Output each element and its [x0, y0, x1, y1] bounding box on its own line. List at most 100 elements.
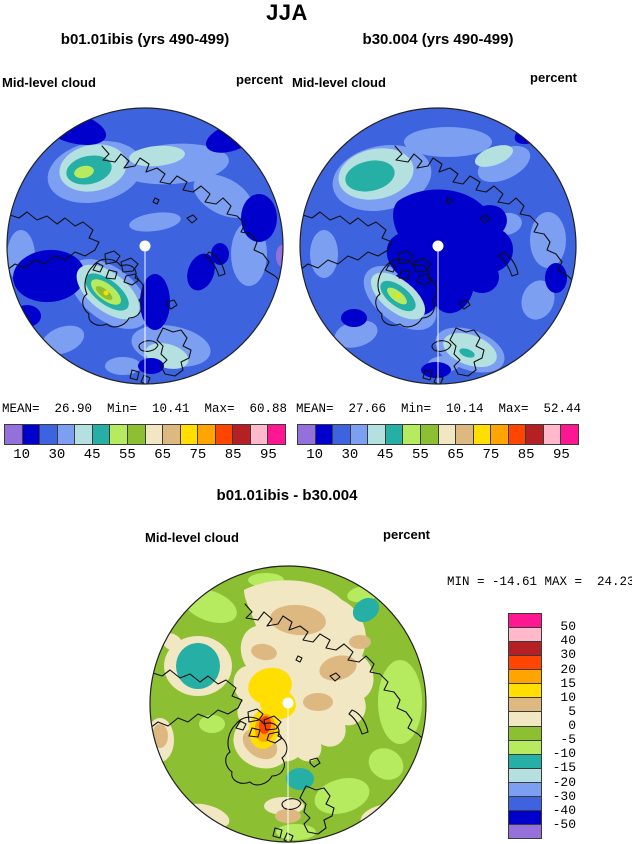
- map-b01-01ibis: [6, 107, 284, 385]
- colorbar-cell: [491, 425, 509, 444]
- colorbar-tick-label: 15: [560, 675, 576, 691]
- colorbar-cell: [215, 425, 234, 444]
- colorbar-cell: [473, 425, 492, 444]
- diff-field-label: Mid-level cloud: [145, 530, 239, 545]
- colorbar-tick-label: 85: [224, 447, 242, 463]
- colorbar-tick-label: -10: [552, 746, 576, 762]
- diff-colorbar: [508, 613, 542, 839]
- colorbar-cell: [509, 754, 541, 769]
- colorbar-cell: [368, 425, 386, 444]
- colorbar-cell: [92, 425, 111, 444]
- colorbar-cell: [509, 698, 541, 713]
- diff-title: b01.01ibis - b30.004: [216, 487, 358, 504]
- colorbar-cell: [180, 425, 199, 444]
- colorbar-cell: [198, 425, 216, 444]
- panel1-colorbar: [4, 424, 286, 445]
- colorbar-cell: [509, 824, 541, 838]
- colorbar-cell: [22, 425, 41, 444]
- map1-contour-below-10: [276, 245, 283, 267]
- colorbar-tick-label: -15: [552, 760, 576, 776]
- colorbar-tick-label: 85: [517, 447, 535, 463]
- map-b30-004: [299, 107, 577, 385]
- colorbar-cell: [127, 425, 146, 444]
- colorbar-tick-label: -30: [552, 788, 576, 804]
- map2-circle-border: [299, 107, 577, 385]
- panel1-title: b01.01ibis (yrs 490-499): [60, 31, 230, 48]
- map1-pole-hole: [139, 240, 151, 252]
- panel1-colorbar-ticks: 10 30 45 55 65 75 85 95: [4, 447, 286, 465]
- colorbar-tick-label: 20: [560, 661, 576, 677]
- colorbar-cell: [509, 628, 541, 643]
- map2-greenland-cloud-maximum: [370, 272, 426, 320]
- colorbar-tick-label: 95: [259, 447, 277, 463]
- colorbar-cell: [250, 425, 269, 444]
- colorbar-cell: [268, 425, 285, 444]
- colorbar-tick-label: 65: [447, 447, 465, 463]
- colorbar-cell: [163, 425, 181, 444]
- colorbar-cell: [509, 768, 541, 783]
- colorbar-tick-label: -20: [552, 774, 576, 790]
- colorbar-tick-label: 10: [306, 447, 324, 463]
- colorbar-tick-label: 55: [118, 447, 136, 463]
- colorbar-cell: [75, 425, 93, 444]
- colorbar-cell: [509, 810, 541, 825]
- colorbar-cell: [509, 740, 541, 755]
- map3-contour-neg10-neg5: [175, 573, 422, 840]
- colorbar-tick-label: 45: [376, 447, 394, 463]
- panel1-stats: MEAN= 26.90 Min= 10.41 Max= 60.88: [2, 402, 288, 416]
- colorbar-cell: [350, 425, 369, 444]
- map2-alaska-cloud-maximum: [338, 148, 414, 200]
- map3-pole-hole: [282, 697, 294, 709]
- colorbar-cell: [57, 425, 76, 444]
- colorbar-tick-label: 50: [560, 619, 576, 635]
- map2-contour-40-45: [474, 145, 514, 167]
- colorbar-tick-label: 10: [13, 447, 31, 463]
- colorbar-cell: [420, 425, 439, 444]
- colorbar-cell: [526, 425, 544, 444]
- page-title: JJA: [266, 0, 308, 25]
- colorbar-tick-label: -40: [552, 802, 576, 818]
- panel2-colorbar-ticks: 10 30 45 55 65 75 85 95: [297, 447, 579, 465]
- panel2-units-label: percent: [530, 70, 577, 85]
- panel1-units-label: percent: [236, 72, 283, 87]
- colorbar-cell: [508, 425, 527, 444]
- colorbar-cell: [233, 425, 251, 444]
- colorbar-cell: [509, 712, 541, 727]
- colorbar-tick-label: 95: [552, 447, 570, 463]
- colorbar-cell: [509, 782, 541, 797]
- map1-circle-border: [6, 107, 284, 385]
- diff-units-label: percent: [383, 527, 430, 542]
- colorbar-tick-label: 75: [482, 447, 500, 463]
- colorbar-cell: [509, 684, 541, 699]
- panel1-field-label: Mid-level cloud: [2, 75, 96, 90]
- diff-colorbar-ticks: 50 40 30 20 15 10 5 0 -5 -10 -15 -20 -30 -40 -50: [546, 613, 576, 839]
- colorbar-tick-label: 0: [568, 718, 576, 734]
- colorbar-tick-label: 5: [568, 704, 576, 720]
- colorbar-cell: [110, 425, 128, 444]
- panel2-colorbar: [297, 424, 579, 445]
- colorbar-cell: [403, 425, 421, 444]
- colorbar-tick-label: 65: [154, 447, 172, 463]
- panel2-stats: MEAN= 27.66 Min= 10.14 Max= 52.44: [296, 402, 582, 416]
- colorbar-cell: [561, 425, 578, 444]
- colorbar-cell: [40, 425, 58, 444]
- diff-minmax: MIN = -14.61 MAX = 24.23: [447, 575, 632, 589]
- colorbar-cell: [543, 425, 562, 444]
- colorbar-cell: [509, 726, 541, 741]
- colorbar-tick-label: 55: [411, 447, 429, 463]
- map2-pole-hole: [432, 240, 444, 252]
- colorbar-cell: [5, 425, 23, 444]
- colorbar-cell: [509, 614, 541, 629]
- colorbar-cell: [145, 425, 164, 444]
- map2-scandinavia-cloud-patch: [443, 332, 497, 368]
- colorbar-tick-label: 30: [341, 447, 359, 463]
- colorbar-cell: [456, 425, 474, 444]
- panel2-title: b30.004 (yrs 490-499): [362, 31, 514, 48]
- map1-greenland-cloud-maximum: [76, 264, 140, 320]
- colorbar-cell: [509, 642, 541, 657]
- colorbar-tick-label: 40: [560, 633, 576, 649]
- colorbar-cell: [298, 425, 316, 444]
- colorbar-cell: [315, 425, 334, 444]
- colorbar-tick-label: -5: [560, 732, 576, 748]
- colorbar-cell: [509, 670, 541, 685]
